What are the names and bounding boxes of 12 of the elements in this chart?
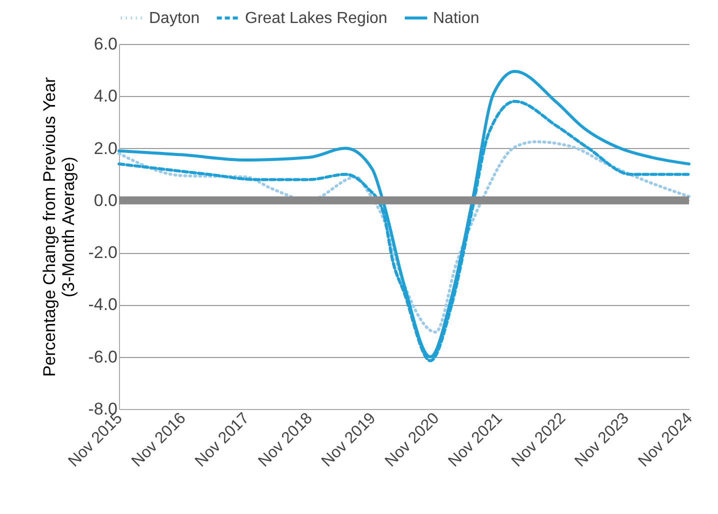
y-tick-label: 6.0 bbox=[94, 34, 118, 54]
y-tick-label: 2.0 bbox=[94, 138, 118, 158]
y-tick-label: -4.0 bbox=[88, 295, 118, 314]
legend-label: Dayton bbox=[149, 10, 200, 27]
y-tick-label: 4.0 bbox=[94, 86, 118, 106]
legend-label: Nation bbox=[433, 10, 480, 27]
y-tick-label: 0.0 bbox=[94, 190, 118, 210]
y-axis-title: Percentage Change from Previous Year (3-Month Average) bbox=[40, 76, 78, 377]
legend-label: Great Lakes Region bbox=[245, 10, 388, 27]
line-series bbox=[118, 140, 690, 334]
y-tick-label: -6.0 bbox=[88, 347, 118, 366]
y-tick-label: -2.0 bbox=[88, 243, 118, 262]
